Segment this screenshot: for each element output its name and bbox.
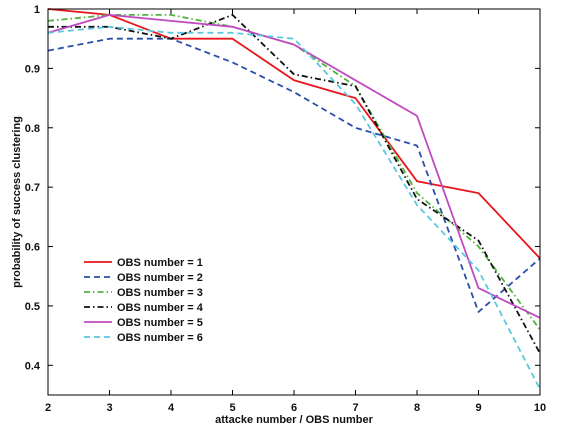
legend: OBS number = 1 OBS number = 2 OBS number =… <box>84 257 204 344</box>
legend-label-3: OBS number = 3 <box>117 287 203 299</box>
legend-label-2: OBS number = 2 <box>117 272 203 284</box>
legend-label-4: OBS number = 4 <box>117 302 204 314</box>
legend-label-6: OBS number = 6 <box>117 332 203 344</box>
x-tick-label: 9 <box>475 402 481 414</box>
legend-label-5: OBS number = 5 <box>117 317 203 329</box>
x-axis: 2 3 4 5 6 7 8 9 10 <box>45 9 546 414</box>
x-tick-label: 8 <box>414 402 420 414</box>
y-tick-label: 1 <box>34 4 40 16</box>
x-tick-label: 4 <box>168 402 175 414</box>
x-tick-label: 3 <box>106 402 112 414</box>
series-line-1 <box>47 8 541 260</box>
y-axis: 0.4 0.5 0.6 0.7 0.8 0.9 1 <box>25 4 540 372</box>
x-axis-label: attacke number / OBS number <box>215 414 373 426</box>
y-tick-label: 0.9 <box>25 63 40 75</box>
x-tick-label: 7 <box>352 402 358 414</box>
y-tick-label: 0.6 <box>25 242 40 254</box>
y-tick-label: 0.5 <box>25 301 40 313</box>
x-tick-label: 2 <box>45 402 51 414</box>
plot-lines <box>47 8 541 390</box>
y-tick-label: 0.4 <box>25 360 41 372</box>
y-tick-label: 0.7 <box>25 182 40 194</box>
x-tick-label: 10 <box>534 402 546 414</box>
series-line-4 <box>48 13 541 354</box>
y-tick-label: 0.8 <box>25 123 40 135</box>
x-tick-label: 5 <box>229 402 235 414</box>
series-line-5 <box>47 13 541 319</box>
x-tick-label: 6 <box>291 402 297 414</box>
series-line-2 <box>47 37 541 313</box>
legend-label-1: OBS number = 1 <box>117 257 203 269</box>
y-axis-label: probability of success clustering <box>11 116 23 288</box>
series-line-6 <box>47 25 541 390</box>
